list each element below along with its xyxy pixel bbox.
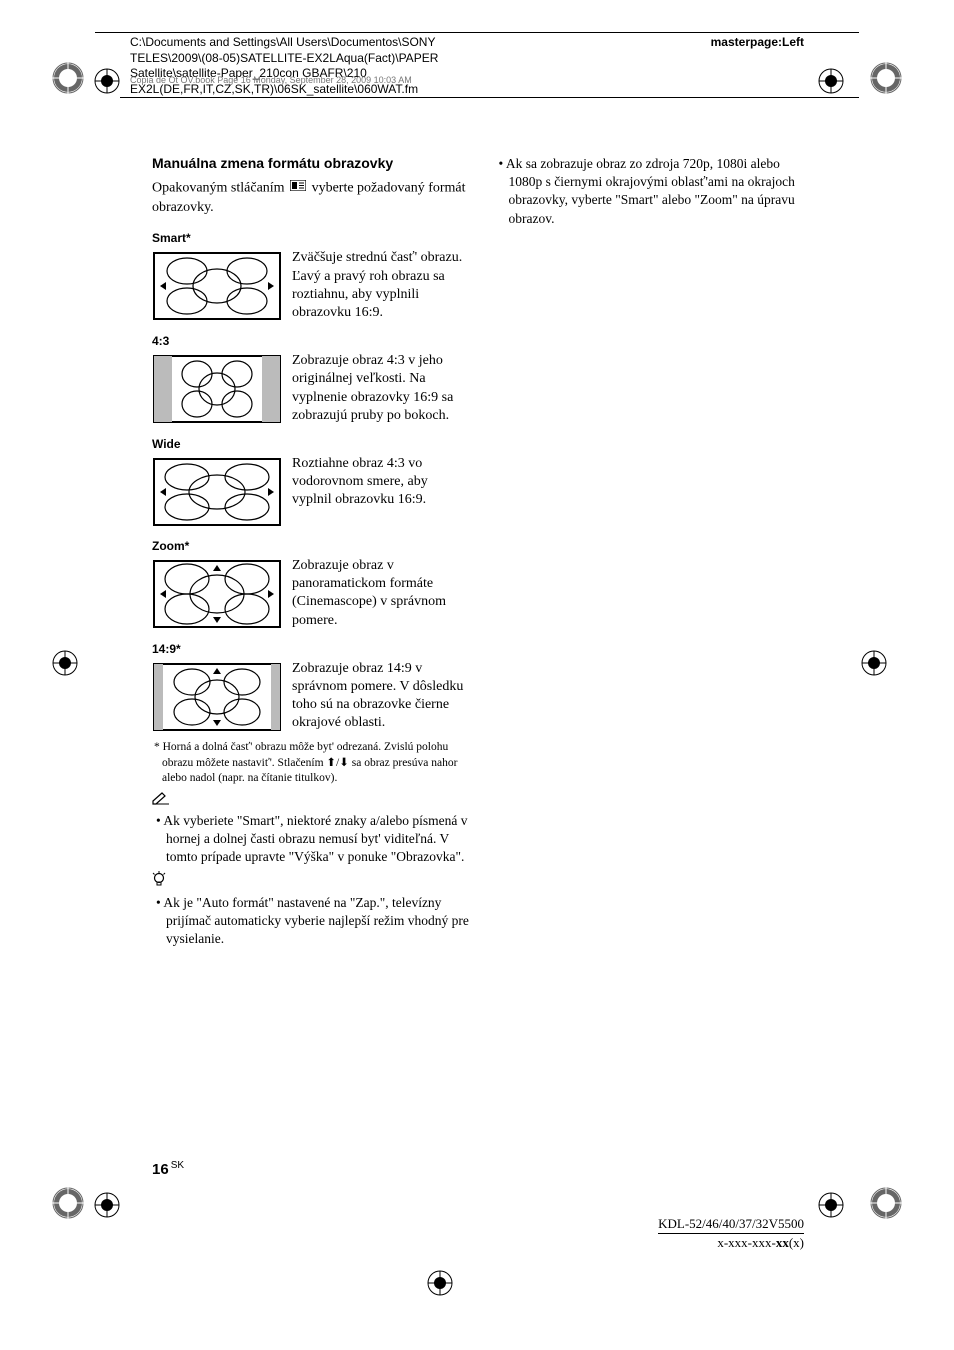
format-icon-wide [152,457,282,527]
format-label-wide: Wide [152,437,470,451]
footer-model-line: KDL-52/46/40/37/32V5500 [658,1215,804,1234]
footer-model-info: KDL-52/46/40/37/32V5500 x-xxx-xxx-xx(x) [658,1215,804,1252]
format-desc-zoom: Zobrazuje obraz v panoramatickom formáte… [292,557,467,630]
header-top-line [95,32,859,33]
crop-mark-top-left-2 [92,66,122,96]
format-icon-149 [152,662,282,732]
crop-mark-mid-left [50,648,80,678]
format-label-149: 14:9* [152,642,470,656]
crop-mark-bot-left-2 [92,1190,122,1220]
crop-mark-mid-right [859,648,889,678]
left-column: Manuálna zmena formátu obrazovky Opakova… [152,155,470,948]
format-desc-wide: Roztiahne obraz 4:3 vo vodorovnom smere,… [292,455,467,510]
format-label-zoom: Zoom* [152,539,470,553]
crop-mark-top-left [50,60,86,96]
header-file-path: C:\Documents and Settings\All Users\Docu… [130,35,630,97]
crop-mark-top-right-2 [816,66,846,96]
crop-mark-bot-right-2 [816,1190,846,1220]
format-desc-smart: Zväčšuje strednú časť' obrazu. Ľavý a pr… [292,249,467,322]
footer-part-end: (x) [789,1235,804,1250]
pencil-note-icon [152,791,470,810]
format-label-43: 4:3 [152,334,470,348]
format-icon-zoom [152,559,282,629]
footer-part-bold: xx [776,1235,789,1250]
masterpage-label: masterpage:Left [711,35,804,49]
footnote-text: * Horná a dolná časť' obrazu môže byt' o… [152,740,470,787]
format-label-smart: Smart* [152,231,470,245]
formats-list: Smart* Zväčšuje strednú časť' obrazu. Ľa… [152,231,470,732]
path-line-1: C:\Documents and Settings\All Users\Docu… [130,35,630,51]
format-row-wide: Roztiahne obraz 4:3 vo vodorovnom smere,… [152,455,470,527]
right-column: • Ak sa zobrazuje obraz zo zdroja 720p, … [495,155,813,948]
page-number: 16SK [152,1160,184,1178]
format-row-149: Zobrazuje obraz 14:9 v správnom pomere. … [152,660,470,733]
format-desc-149: Zobrazuje obraz 14:9 v správnom pomere. … [292,660,467,733]
format-row-43: Zobrazuje obraz 4:3 v jeho originálnej v… [152,352,470,425]
path-line-2: TELES\2009\(08-05)SATELLITE-EX2LAqua(Fac… [130,51,630,67]
format-desc-43: Zobrazuje obraz 4:3 v jeho originálnej v… [292,352,467,425]
format-icon-43 [152,354,282,424]
crop-mark-bot-center [425,1268,455,1298]
format-icon-smart [152,251,282,321]
page-num-value: 16 [152,1161,169,1178]
format-row-smart: Zväčšuje strednú časť' obrazu. Ľavý a pr… [152,249,470,322]
bulb-tip-icon [152,871,470,892]
page-lang: SK [171,1160,184,1171]
bulb-bullet: • Ak je "Auto formát" nastavené na "Zap.… [152,894,470,949]
intro-text: Opakovaným stláčaním vyberte požadovaný … [152,179,470,217]
content-area: Manuálna zmena formátu obrazovky Opakova… [152,155,812,948]
header-overlap-text: Copia de Ot OV.book Page 16 Monday, Sept… [130,75,630,85]
crop-mark-bot-left [50,1185,86,1221]
crop-mark-bot-right [868,1185,904,1221]
right-bullet: • Ak sa zobrazuje obraz zo zdroja 720p, … [495,155,813,228]
intro-pre: Opakovaným stláčaním [152,181,288,196]
format-button-icon [290,179,306,198]
pencil-bullet: • Ak vyberiete "Smart", niektoré znaky a… [152,812,470,867]
format-row-zoom: Zobrazuje obraz v panoramatickom formáte… [152,557,470,630]
section-title: Manuálna zmena formátu obrazovky [152,155,470,171]
footer-part-pre: x-xxx-xxx- [717,1235,776,1250]
crop-mark-top-right [868,60,904,96]
